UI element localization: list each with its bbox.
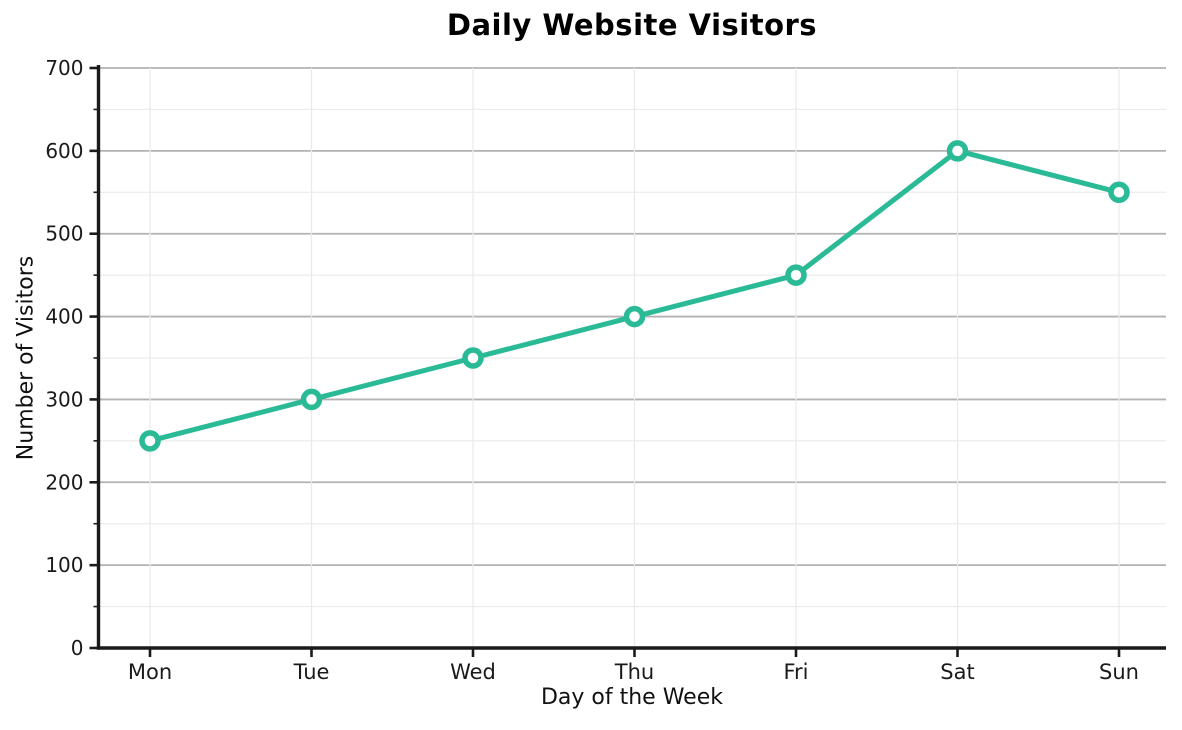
data-point-wed	[462, 347, 484, 369]
x-tick-label-thu: Thu	[614, 660, 654, 684]
data-point-thu	[623, 305, 646, 328]
y-tick-label: 400	[45, 305, 83, 329]
x-tick-label-wed: Wed	[450, 660, 496, 684]
x-tick-label-sun: Sun	[1099, 660, 1139, 684]
chart-title: Daily Website Visitors	[446, 8, 818, 42]
y-tick-label: 500	[45, 222, 83, 246]
data-point-sat	[946, 140, 969, 162]
y-tick-label: 700	[45, 56, 83, 80]
data-point-mon	[139, 430, 161, 452]
y-tick-label: 100	[45, 553, 83, 577]
y-tick-label: 0	[71, 636, 84, 660]
y-tick-label: 300	[45, 387, 83, 411]
x-tick-label-mon: Mon	[128, 660, 172, 684]
x-axis-title: Day of the Week	[540, 685, 723, 710]
y-tick-label: 200	[45, 470, 83, 494]
x-tick-label-fri: Fri	[783, 660, 808, 684]
x-tick-label-sat: Sat	[940, 660, 974, 684]
x-tick-label-tue: Tue	[293, 660, 330, 684]
data-point-fri	[785, 264, 807, 286]
data-point-sun	[1108, 181, 1130, 204]
data-point-tue	[300, 388, 323, 411]
y-tick-label: 600	[45, 139, 83, 163]
